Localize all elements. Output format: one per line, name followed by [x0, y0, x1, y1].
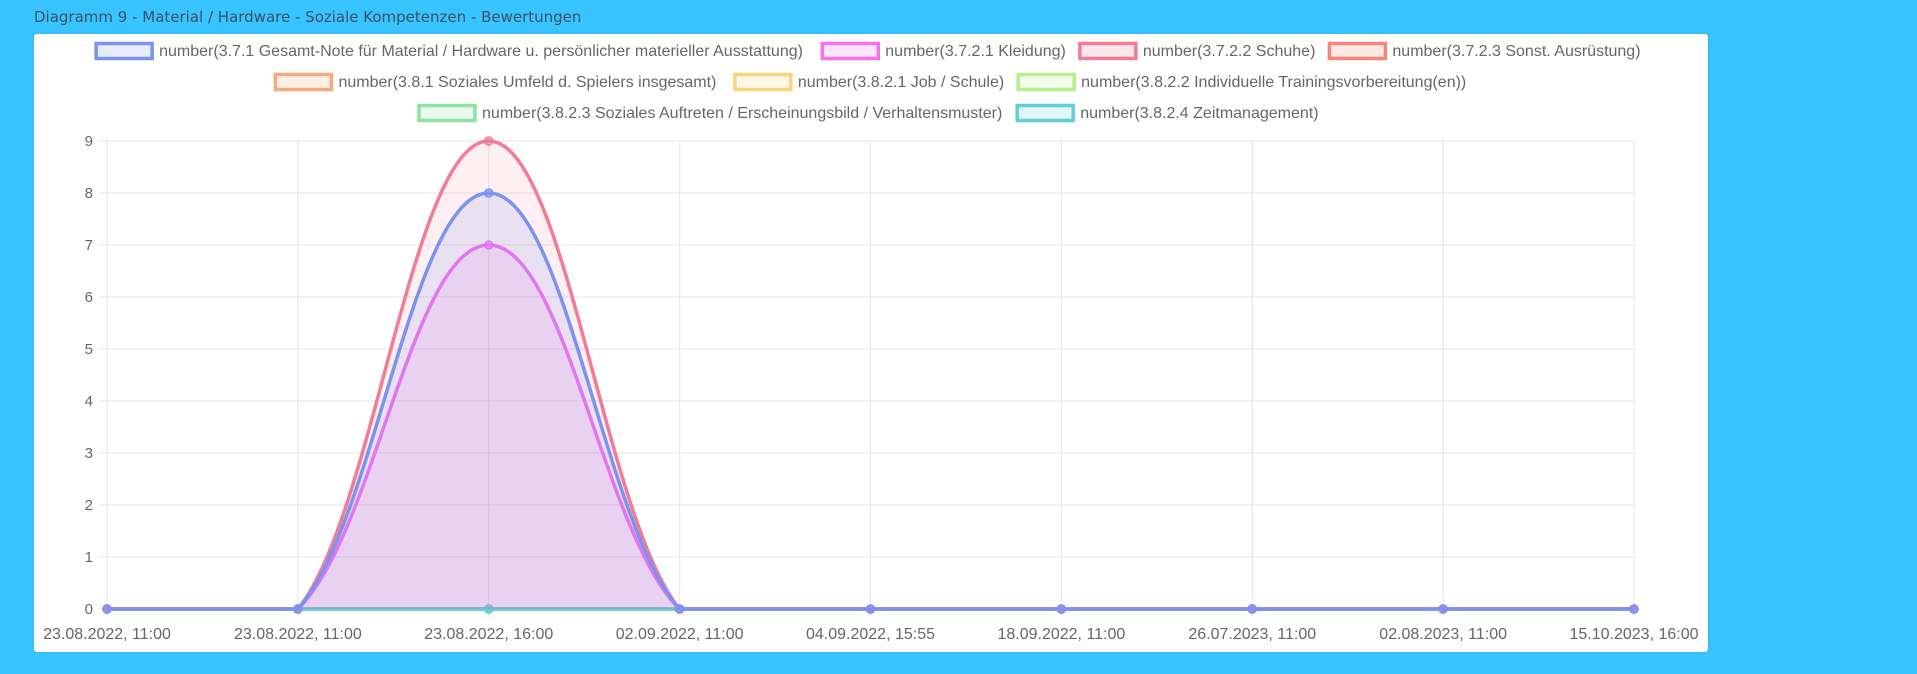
data-point: [1247, 604, 1257, 614]
y-tick-label: 1: [85, 549, 93, 566]
legend-label: number(3.7.2.3 Sonst. Ausrüstung): [1392, 43, 1640, 60]
legend-label: number(3.7.2.2 Schuhe): [1143, 43, 1316, 60]
chart-legend: number(3.7.1 Gesamt-Note für Material / …: [94, 41, 1641, 123]
data-point: [1056, 604, 1067, 614]
chart-axes: 0 1 2 3 4 5 6 7 8 9 23.08.2022, 11:00 23.08.2022, 1…: [43, 133, 1699, 643]
y-tick-label: 2: [85, 497, 93, 514]
legend-label: number(3.7.1 Gesamt-Note für Material / …: [159, 43, 803, 60]
data-point: [1438, 604, 1448, 614]
y-tick-label: 9: [85, 133, 93, 150]
legend-swatch: [1015, 103, 1075, 123]
legend-label: number(3.8.2.4 Zeitmanagement): [1080, 105, 1318, 122]
legend-label: number(3.8.2.1 Job / Schule): [798, 74, 1004, 91]
y-tick-label: 7: [85, 237, 93, 254]
legend-label: number(3.8.2.2 Individuelle Trainingsvor…: [1081, 74, 1466, 91]
data-point: [102, 604, 112, 614]
page-title: Diagramm 9 - Material / Hardware - Sozia…: [34, 8, 582, 26]
y-tick-label: 4: [85, 393, 93, 410]
legend-item[interactable]: number(3.8.2.2 Individuelle Trainingsvor…: [1016, 72, 1466, 92]
x-tick-label: 15.10.2023, 16:00: [1569, 626, 1698, 643]
legend-item[interactable]: number(3.7.1 Gesamt-Note für Material / …: [94, 41, 803, 61]
x-tick-label: 23.08.2022, 11:00: [234, 626, 362, 643]
legend-swatch: [733, 72, 793, 92]
chart-series: [102, 136, 1639, 614]
legend-item[interactable]: number(3.7.2.2 Schuhe): [1078, 41, 1316, 61]
legend-label: number(3.8.2.3 Soziales Auftreten / Ersc…: [482, 105, 1002, 122]
chart-grid: [99, 140, 1635, 617]
legend-swatch: [273, 72, 334, 92]
legend-swatch: [94, 41, 154, 61]
legend-item[interactable]: number(3.8.2.3 Soziales Auftreten / Ersc…: [417, 103, 1002, 123]
data-point: [293, 604, 303, 614]
legend-swatch: [1078, 41, 1138, 61]
data-point: [865, 604, 876, 614]
legend-item[interactable]: number(3.7.2.3 Sonst. Ausrüstung): [1327, 41, 1641, 61]
legend-item[interactable]: number(3.7.2.1 Kleidung): [820, 41, 1066, 61]
data-point: [484, 240, 494, 250]
legend-item[interactable]: number(3.8.2.4 Zeitmanagement): [1015, 103, 1319, 123]
x-tick-label: 26.07.2023, 11:00: [1188, 626, 1316, 643]
y-tick-label: 0: [85, 601, 93, 618]
x-tick-label: 02.09.2022, 11:00: [616, 626, 744, 643]
series-group: [102, 188, 1639, 614]
data-point: [484, 136, 494, 146]
legend-swatch: [1327, 41, 1388, 61]
legend-swatch: [1016, 72, 1076, 92]
data-point: [484, 188, 494, 198]
legend-item[interactable]: number(3.8.1 Soziales Umfeld d. Spielers…: [273, 72, 716, 92]
y-tick-label: 3: [85, 445, 93, 462]
x-tick-label: 04.09.2022, 15:55: [806, 626, 935, 643]
x-tick-label: 23.08.2022, 11:00: [43, 626, 171, 643]
legend-label: number(3.8.1 Soziales Umfeld d. Spielers…: [338, 74, 716, 91]
legend-item[interactable]: number(3.8.2.1 Job / Schule): [733, 72, 1004, 92]
series-area-fill: [107, 193, 1634, 609]
y-tick-label: 6: [85, 289, 93, 306]
area-chart: 0 1 2 3 4 5 6 7 8 9 23.08.2022, 11:00 23.08.2022, 1…: [43, 41, 1699, 643]
data-point: [674, 604, 685, 614]
x-tick-label: 23.08.2022, 16:00: [424, 626, 553, 643]
series-area-fill: [107, 141, 1634, 609]
series-area-fill: [107, 245, 1634, 609]
legend-swatch: [417, 103, 477, 123]
data-point: [484, 604, 494, 614]
y-tick-label: 5: [85, 341, 93, 358]
x-tick-label: 18.09.2022, 11:00: [997, 626, 1125, 643]
x-tick-label: 02.08.2023, 11:00: [1379, 626, 1507, 643]
data-point: [1629, 604, 1639, 614]
y-tick-label: 8: [85, 185, 93, 202]
series-line: [107, 191, 1634, 611]
legend-label: number(3.7.2.1 Kleidung): [885, 43, 1066, 60]
chart-card: 0 1 2 3 4 5 6 7 8 9 23.08.2022, 11:00 23.08.2022, 1…: [34, 34, 1708, 652]
legend-swatch: [820, 41, 881, 61]
